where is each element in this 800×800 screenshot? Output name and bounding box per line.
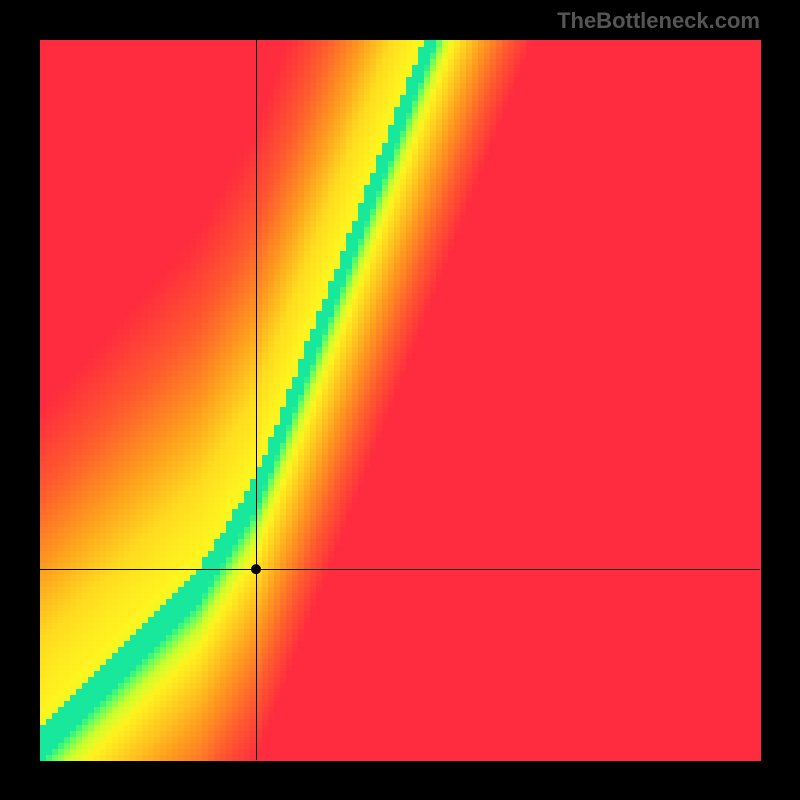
watermark-text: TheBottleneck.com [557, 8, 760, 34]
chart-stage: TheBottleneck.com [0, 0, 800, 800]
crosshair-overlay [0, 0, 800, 800]
